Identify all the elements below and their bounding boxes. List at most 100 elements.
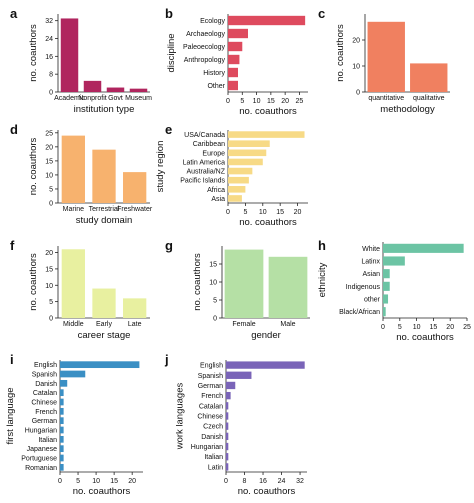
- y-axis-label-g: no. coauthors: [192, 253, 203, 311]
- x-tick-label-e-4: 20: [294, 209, 302, 216]
- bar-h-1: [383, 256, 405, 266]
- x-tick-label-j-0: 0: [224, 478, 228, 485]
- x-tick-label-c-0: quantitative: [368, 95, 404, 102]
- y-tick-label-e-5: Pacific Islands: [180, 178, 225, 185]
- y-tick-label-h-4: other: [364, 297, 381, 304]
- panel-letter-f: f: [10, 238, 15, 253]
- x-tick-label-b-3: 15: [267, 98, 275, 105]
- y-tick-label-i-6: German: [32, 418, 57, 425]
- x-tick-label-i-3: 15: [110, 478, 118, 485]
- bar-i-2: [60, 379, 68, 387]
- bar-j-7: [226, 432, 229, 441]
- bar-h-0: [383, 243, 464, 253]
- y-tick-label-f-3: 15: [45, 266, 53, 273]
- y-tick-label-f-1: 5: [49, 299, 53, 306]
- y-tick-label-j-5: Chinese: [197, 414, 223, 421]
- y-tick-label-h-3: Indigenous: [346, 284, 381, 291]
- x-tick-label-f-1: Early: [96, 321, 112, 328]
- y-axis-label-e: study region: [155, 141, 166, 193]
- y-tick-label-e-6: Africa: [207, 187, 225, 194]
- y-tick-label-f-4: 20: [45, 250, 53, 257]
- x-tick-label-h-4: 20: [446, 324, 454, 331]
- y-axis-label-a: no. coauthors: [28, 24, 39, 82]
- bar-e-6: [228, 186, 246, 193]
- y-tick-label-d-5: 25: [45, 130, 53, 137]
- bar-j-10: [226, 463, 229, 471]
- x-tick-label-e-0: 0: [226, 209, 230, 216]
- x-tick-label-b-4: 20: [281, 98, 289, 105]
- panel-c: c quantitative qualitative 0 10 20 methodology…: [318, 6, 450, 115]
- x-tick-label-g-0: Female: [232, 321, 255, 328]
- x-tick-label-h-1: 5: [398, 324, 402, 331]
- panel-e: e USA/Canada Caribbean Europe Latin America A…: [155, 122, 308, 228]
- bar-i-4: [60, 398, 64, 406]
- y-tick-label-i-2: Danish: [35, 381, 57, 388]
- x-tick-label-a-2: Govt: [108, 95, 123, 102]
- y-tick-label-e-7: Asia: [211, 196, 225, 203]
- bar-j-8: [226, 442, 229, 451]
- bar-g-0: [224, 249, 264, 318]
- bar-j-9: [226, 453, 229, 461]
- x-axis-label-a: institution type: [74, 104, 135, 115]
- x-tick-label-i-4: 20: [128, 478, 136, 485]
- y-axis-label-i: first language: [5, 387, 16, 444]
- bar-j-5: [226, 412, 229, 420]
- y-axis-label-j: work languages: [175, 382, 186, 450]
- panel-letter-i: i: [10, 352, 14, 367]
- y-tick-label-i-3: Catalan: [33, 390, 57, 397]
- x-tick-label-h-0: 0: [381, 324, 385, 331]
- bar-j-1: [226, 371, 252, 379]
- bar-d-1: [92, 149, 116, 203]
- y-tick-label-i-1: Spanish: [32, 372, 57, 379]
- x-tick-label-b-0: 0: [226, 98, 230, 105]
- bar-f-1: [92, 288, 116, 318]
- x-tick-label-d-2: Freshwater: [117, 206, 153, 213]
- y-tick-label-b-0: Ecology: [200, 18, 225, 25]
- bar-e-1: [228, 140, 270, 147]
- x-axis-label-h: no. coauthors: [396, 332, 454, 343]
- panel-letter-j: j: [164, 352, 169, 367]
- y-tick-label-j-0: English: [200, 363, 223, 370]
- y-tick-label-e-4: Australia/NZ: [186, 169, 225, 176]
- x-tick-label-c-1: qualitative: [413, 95, 445, 102]
- bar-e-0: [228, 131, 305, 138]
- panel-letter-a: a: [10, 6, 18, 21]
- y-tick-label-b-5: Other: [207, 83, 225, 90]
- y-tick-label-e-3: Latin America: [183, 159, 226, 166]
- y-tick-label-g-3: 15: [209, 262, 217, 269]
- panel-letter-e: e: [165, 122, 172, 137]
- bar-h-4: [383, 294, 389, 304]
- y-axis-label-b: discipline: [166, 33, 177, 72]
- bar-i-10: [60, 454, 64, 462]
- panel-g: g Female Male 0 5 10 15 gender no. coauthors: [165, 238, 310, 341]
- bar-b-2: [228, 41, 243, 52]
- y-tick-label-j-8: Hungarian: [191, 444, 223, 451]
- x-tick-label-e-1: 5: [243, 209, 247, 216]
- bar-a-0: [60, 18, 79, 93]
- x-tick-label-g-1: Male: [280, 321, 295, 328]
- y-tick-label-g-0: 0: [213, 316, 217, 323]
- x-tick-label-d-1: Terrestrial: [89, 206, 120, 213]
- y-tick-label-e-1: Caribbean: [193, 141, 225, 148]
- bar-a-2: [106, 87, 125, 92]
- x-tick-label-f-0: Middle: [63, 321, 84, 328]
- x-axis-label-c: methodology: [380, 104, 435, 115]
- x-axis-label-i: no. coauthors: [73, 486, 131, 497]
- y-tick-label-h-0: White: [362, 246, 380, 253]
- y-tick-label-d-2: 10: [45, 172, 53, 179]
- x-tick-label-a-3: Museum: [125, 95, 152, 102]
- bar-i-1: [60, 370, 86, 378]
- y-tick-label-d-4: 20: [45, 144, 53, 151]
- bar-i-6: [60, 417, 64, 425]
- x-tick-label-f-2: Late: [128, 321, 142, 328]
- x-axis-label-b: no. coauthors: [239, 106, 297, 117]
- x-axis-label-f: career stage: [78, 330, 131, 341]
- bar-i-8: [60, 435, 64, 443]
- x-tick-label-i-0: 0: [58, 478, 62, 485]
- x-tick-label-b-5: 25: [296, 98, 304, 105]
- bar-b-0: [228, 15, 306, 26]
- y-tick-label-a-2: 16: [45, 54, 53, 61]
- y-tick-label-h-2: Asian: [362, 271, 380, 278]
